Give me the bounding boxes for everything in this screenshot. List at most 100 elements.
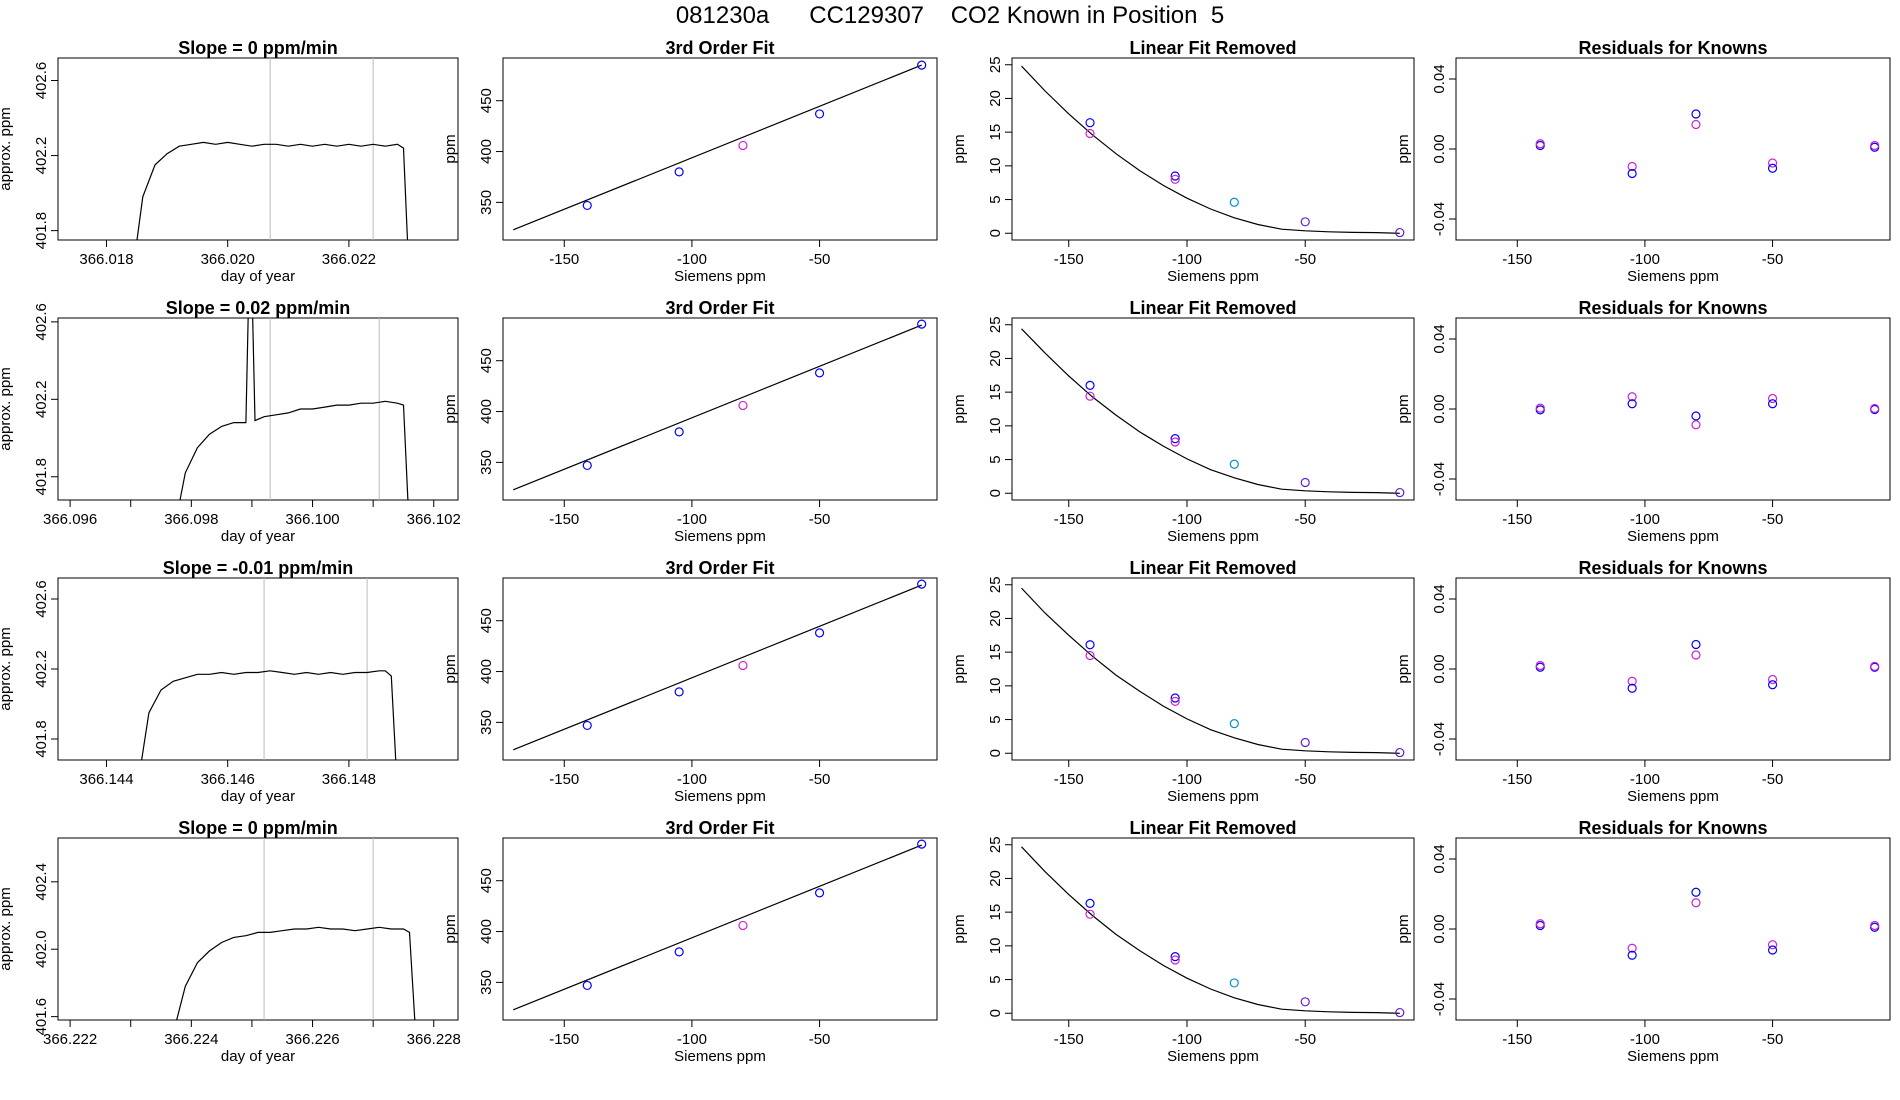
- data-point: [1300, 997, 1310, 1007]
- x-tick-label: -50: [1294, 251, 1316, 268]
- x-axis-label: Siemens ppm: [674, 268, 766, 285]
- data-point: [1395, 747, 1405, 758]
- data-point: [582, 200, 592, 211]
- y-tick-label: -0.04: [1431, 462, 1448, 496]
- data-point: [1627, 950, 1637, 960]
- x-tick-label: -150: [1054, 251, 1084, 268]
- x-tick-label: -50: [1762, 1031, 1784, 1048]
- data-point: [1170, 696, 1180, 706]
- data-point: [1767, 163, 1778, 173]
- x-axis-label: day of year: [221, 1048, 295, 1065]
- data-point: [1535, 660, 1545, 671]
- panel-title: Linear Fit Removed: [1129, 818, 1296, 838]
- fit-curve: [1021, 65, 1400, 234]
- x-tick-label: -150: [1502, 251, 1532, 268]
- data-point: [1767, 945, 1778, 955]
- x-tick-label: -150: [549, 1031, 579, 1048]
- y-axis-label: approx. ppm: [0, 887, 14, 970]
- y-tick-label: 350: [478, 970, 495, 995]
- y-tick-label: 350: [478, 450, 495, 475]
- data-point: [1085, 118, 1095, 128]
- y-tick-label: 0.04: [1431, 584, 1448, 613]
- x-tick-label: -150: [549, 511, 579, 528]
- y-axis-label: ppm: [442, 134, 459, 163]
- data-series-line: [176, 926, 416, 1020]
- panel-title: 3rd Order Fit: [665, 38, 774, 58]
- x-tick-label: -150: [1054, 1031, 1084, 1048]
- x-axis-label: Siemens ppm: [1167, 1048, 1259, 1065]
- y-tick-label: 400: [478, 659, 495, 684]
- x-tick-label: 366.022: [322, 251, 376, 268]
- y-tick-label: 450: [478, 88, 495, 113]
- y-tick-label: 401.8: [33, 212, 50, 250]
- x-axis-label: day of year: [221, 528, 295, 545]
- y-tick-label: 0.00: [1431, 914, 1448, 943]
- x-tick-label: -50: [809, 1031, 831, 1048]
- x-tick-label: -50: [1294, 1031, 1316, 1048]
- y-tick-label: -0.04: [1431, 982, 1448, 1016]
- x-tick-label: 366.096: [43, 511, 97, 528]
- data-point: [1691, 898, 1701, 908]
- fit-curve: [512, 584, 922, 751]
- data-point: [1691, 887, 1701, 897]
- x-tick-label: -100: [677, 771, 707, 788]
- y-tick-label: 402.6: [33, 62, 50, 100]
- data-point: [1627, 676, 1637, 686]
- x-tick-label: -150: [1502, 1031, 1532, 1048]
- data-point: [1229, 459, 1239, 469]
- fit-curve: [1021, 846, 1400, 1014]
- y-tick-label: 402.4: [33, 863, 50, 901]
- x-axis-label: Siemens ppm: [674, 788, 766, 805]
- data-point: [1535, 919, 1545, 929]
- data-point: [1170, 434, 1180, 444]
- fit-curve: [1021, 587, 1400, 754]
- data-point: [1627, 399, 1637, 409]
- data-point: [1691, 411, 1701, 421]
- y-axis-label: approx. ppm: [0, 107, 14, 190]
- data-point: [1767, 393, 1778, 404]
- data-point: [1535, 403, 1545, 413]
- y-tick-label: 0.00: [1431, 654, 1448, 683]
- panel-title: 3rd Order Fit: [665, 818, 774, 838]
- y-tick-label: 0.04: [1431, 324, 1448, 353]
- panel-title: Linear Fit Removed: [1129, 38, 1296, 58]
- data-point: [1229, 197, 1239, 207]
- data-point: [917, 579, 927, 589]
- y-tick-label: 0.04: [1431, 844, 1448, 873]
- data-point: [674, 167, 684, 177]
- x-tick-label: 366.020: [201, 251, 255, 268]
- y-tick-label: 10: [987, 418, 1004, 435]
- plot-frame: [57, 317, 459, 501]
- x-tick-label: -100: [1630, 511, 1660, 528]
- y-axis-label: ppm: [1395, 394, 1412, 423]
- y-axis-label: ppm: [951, 134, 968, 163]
- plot-frame: [1011, 317, 1415, 501]
- y-tick-label: 401.8: [33, 458, 50, 496]
- y-tick-label: 25: [987, 56, 1004, 73]
- data-point: [1691, 650, 1701, 660]
- y-tick-label: 5: [987, 975, 1004, 983]
- data-point: [1170, 171, 1180, 181]
- x-axis-label: Siemens ppm: [1627, 268, 1719, 285]
- data-point: [1300, 737, 1310, 748]
- y-tick-label: 20: [987, 870, 1004, 887]
- data-point: [674, 687, 684, 697]
- x-tick-label: -150: [1502, 771, 1532, 788]
- y-tick-label: 0: [987, 229, 1004, 237]
- y-tick-label: 401.8: [33, 720, 50, 758]
- x-tick-label: -150: [1502, 511, 1532, 528]
- panel-title: 3rd Order Fit: [665, 558, 774, 578]
- x-tick-label: -50: [1762, 771, 1784, 788]
- y-axis-label: ppm: [1395, 654, 1412, 683]
- data-point: [1767, 940, 1778, 950]
- data-point: [814, 368, 825, 378]
- x-tick-label: -100: [1172, 1031, 1202, 1048]
- data-point: [1085, 380, 1095, 391]
- y-tick-label: 402.2: [33, 650, 50, 688]
- data-point: [1300, 477, 1310, 488]
- data-point: [1085, 909, 1095, 919]
- x-tick-label: 366.148: [322, 771, 376, 788]
- data-point: [1229, 978, 1239, 988]
- x-tick-label: 366.222: [43, 1031, 97, 1048]
- data-point: [738, 140, 748, 151]
